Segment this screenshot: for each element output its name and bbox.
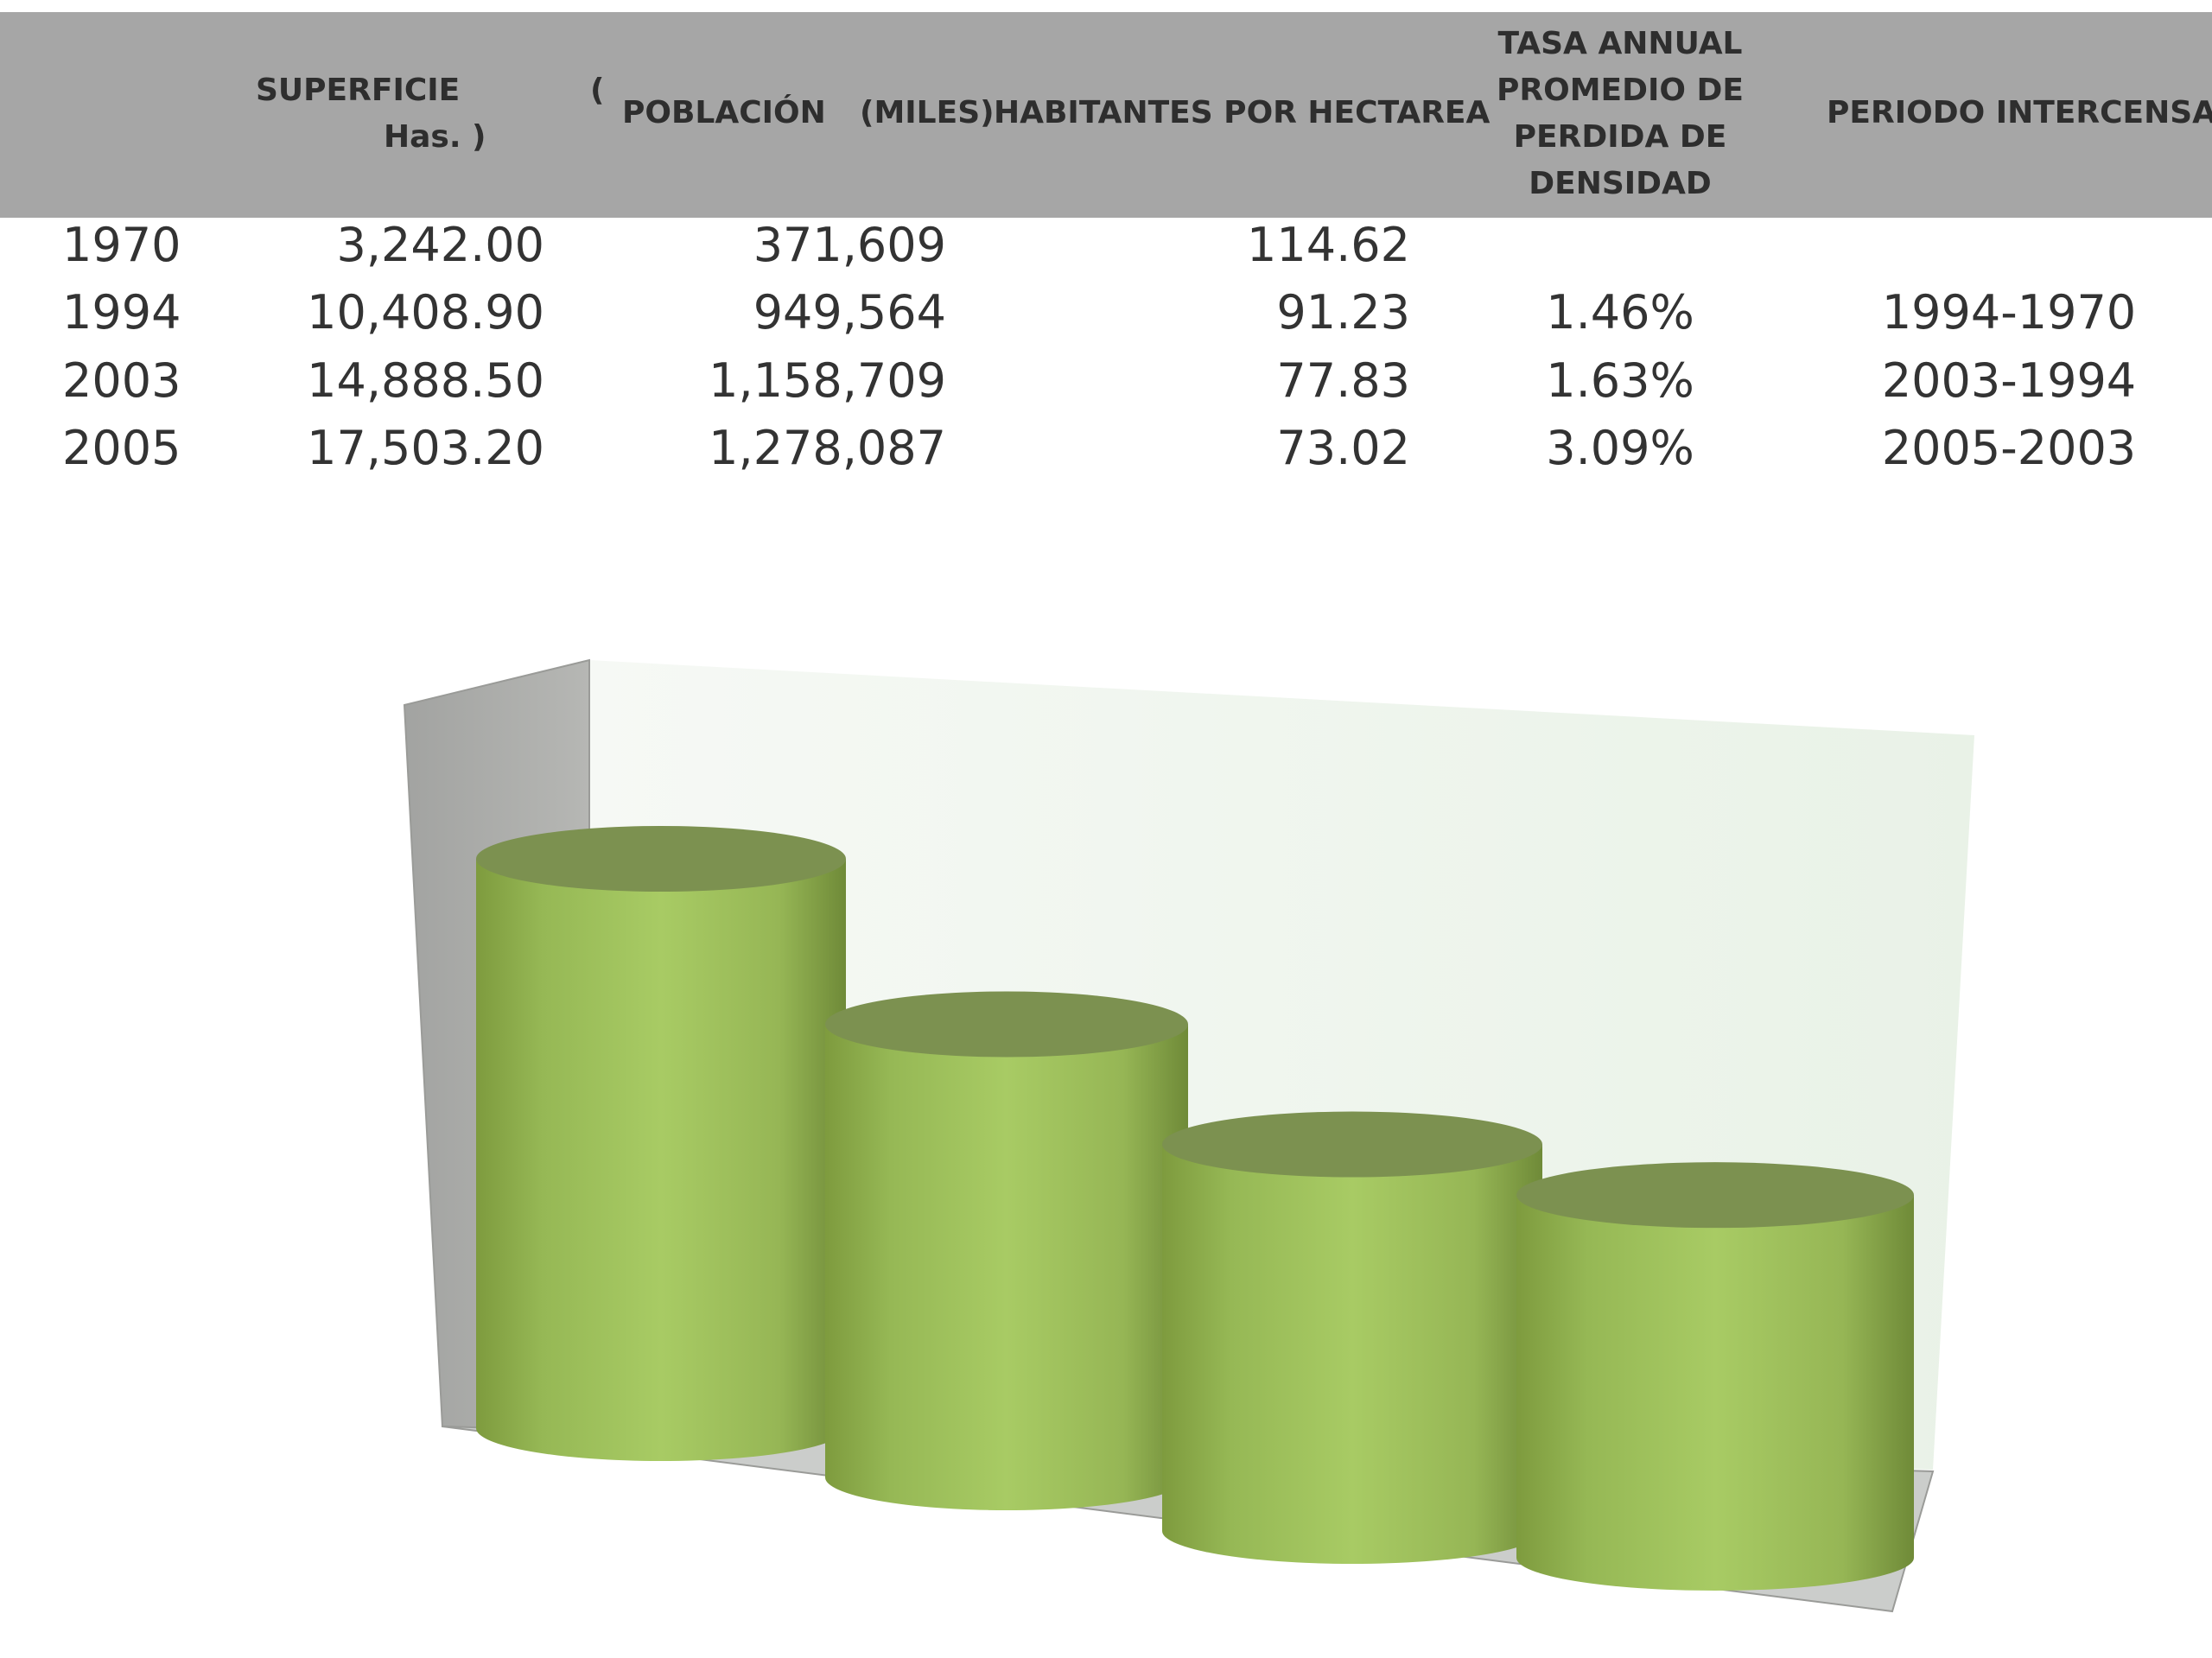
bar-side-1994 xyxy=(825,1024,1188,1510)
cell-poblacion: 1,158,709 xyxy=(709,353,946,408)
cell-periodo: 2005-2003 xyxy=(1881,421,2137,475)
cylinder-bar-chart xyxy=(403,658,1974,1613)
bar-side-1970 xyxy=(476,859,846,1461)
cell-periodo: 2003-1994 xyxy=(1881,353,2137,408)
cell-periodo: 1994-1970 xyxy=(1881,285,2137,340)
bar-top-2003 xyxy=(1162,1111,1542,1178)
header-tasa-line1: TASA ANNUAL xyxy=(1497,26,1743,61)
bar-side-2005 xyxy=(1516,1195,1914,1591)
cell-poblacion: 371,609 xyxy=(753,218,946,272)
header-tasa-line3: PERDIDA DE xyxy=(1513,119,1727,155)
cell-tasa: 1.46% xyxy=(1546,285,1694,340)
cell-year: 1994 xyxy=(62,285,181,340)
cell-tasa: 1.63% xyxy=(1546,353,1694,408)
header-periodo: PERIODO INTERCENSAL xyxy=(1827,95,2212,130)
cell-superficie: 10,408.90 xyxy=(307,285,544,340)
cell-poblacion: 949,564 xyxy=(753,285,946,340)
header-superficie-unit: Has. ) xyxy=(384,119,486,155)
cell-year: 2005 xyxy=(62,421,181,475)
cell-habitantes: 73.02 xyxy=(1276,421,1410,475)
header-habitantes: HABITANTES POR HECTAREA xyxy=(994,95,1491,130)
header-superficie: SUPERFICIE xyxy=(256,73,461,108)
header-tasa-line2: PROMEDIO DE xyxy=(1496,73,1744,108)
bar-2003 xyxy=(1162,1111,1542,1564)
cell-poblacion: 1,278,087 xyxy=(709,421,946,475)
cell-tasa: 3.09% xyxy=(1546,421,1694,475)
cell-superficie: 3,242.00 xyxy=(336,218,544,272)
header-poblacion: POBLACIÓN xyxy=(622,95,826,130)
table-header-band xyxy=(0,12,2212,218)
cell-habitantes: 91.23 xyxy=(1276,285,1410,340)
cell-habitantes: 77.83 xyxy=(1276,353,1410,408)
bar-1994 xyxy=(825,991,1188,1510)
bar-2005 xyxy=(1516,1162,1914,1591)
bar-side-2003 xyxy=(1162,1144,1542,1564)
bar-top-2005 xyxy=(1516,1162,1914,1229)
cell-year: 2003 xyxy=(62,353,181,408)
cell-year: 1970 xyxy=(62,218,181,272)
bar-top-1994 xyxy=(825,991,1188,1058)
bar-top-1970 xyxy=(476,826,846,892)
cell-superficie: 17,503.20 xyxy=(307,421,544,475)
header-miles: (MILES) xyxy=(860,95,995,130)
header-tasa-line4: DENSIDAD xyxy=(1529,166,1712,201)
cell-superficie: 14,888.50 xyxy=(307,353,544,408)
cell-habitantes: 114.62 xyxy=(1247,218,1410,272)
header-paren: ( xyxy=(590,73,605,108)
bar-1970 xyxy=(476,826,846,1461)
